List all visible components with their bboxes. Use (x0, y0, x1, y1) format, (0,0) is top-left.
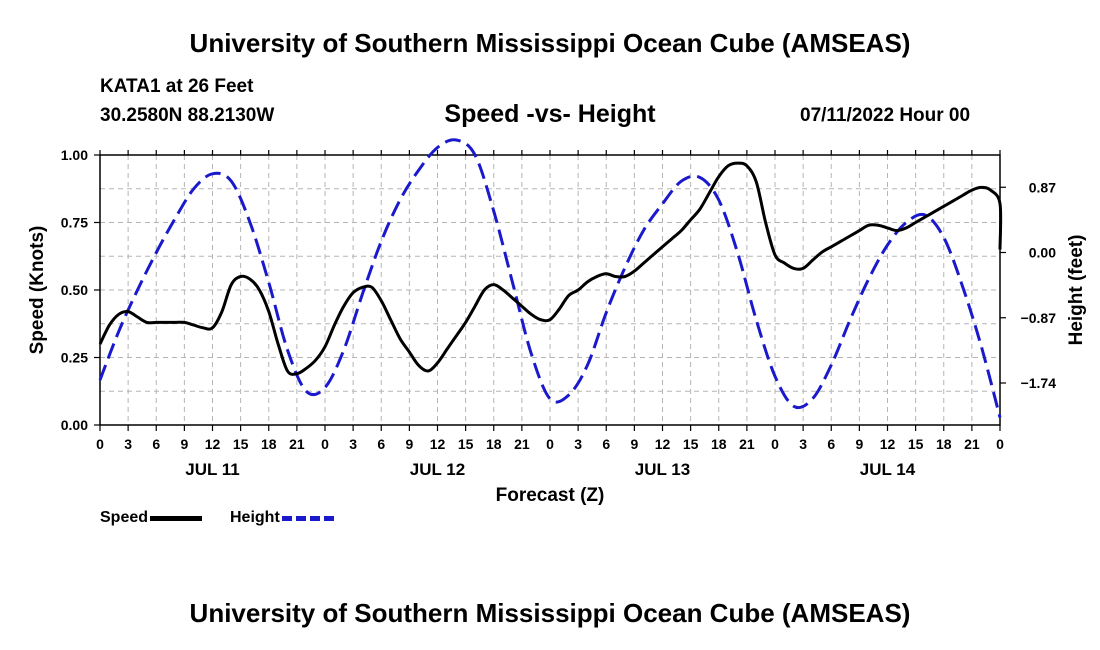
x-tick-label: 15 (908, 436, 924, 452)
x-tick-label: 18 (261, 436, 277, 452)
station-label: KATA1 at 26 Feet (100, 76, 254, 97)
x-tick-label: 6 (827, 436, 835, 452)
x-tick-label: 12 (430, 436, 446, 452)
x-day-label: JUL 13 (635, 460, 690, 479)
y2-tick-label: 0.00 (1029, 245, 1056, 261)
x-tick-label: 21 (739, 436, 755, 452)
y-tick-label: 0.00 (61, 417, 88, 433)
station-coords: 30.2580N 88.2130W (100, 105, 275, 126)
x-tick-label: 0 (996, 436, 1004, 452)
y-tick-label: 0.25 (61, 350, 88, 366)
legend-speed: Speed (100, 509, 203, 527)
x-tick-label: 15 (683, 436, 699, 452)
y2-tick-label: −0.87 (1021, 310, 1057, 326)
y2-tick-label: 0.87 (1029, 179, 1056, 195)
y-tick-label: 0.50 (61, 282, 88, 298)
x-tick-label: 12 (205, 436, 221, 452)
chart-title: University of Southern Mississippi Ocean… (189, 28, 911, 58)
x-tick-label: 18 (711, 436, 727, 452)
legend-speed-swatch (150, 515, 203, 521)
x-tick-label: 0 (96, 436, 104, 452)
x-day-label: JUL 11 (185, 460, 240, 479)
y-tick-label: 0.75 (61, 215, 88, 231)
x-tick-label: 6 (602, 436, 610, 452)
x-tick-label: 21 (964, 436, 980, 452)
x-tick-label: 3 (799, 436, 807, 452)
speed-series-line (98, 161, 1003, 376)
x-day-label: JUL 14 (860, 460, 916, 479)
legend-height-swatch (281, 515, 334, 521)
legend-speed-label: Speed (100, 509, 149, 526)
x-tick-label: 12 (655, 436, 671, 452)
x-tick-label: 9 (180, 436, 188, 452)
legend-height-label: Height (230, 509, 280, 526)
footer-title: University of Southern Mississippi Ocean… (189, 598, 911, 628)
x-tick-label: 21 (289, 436, 305, 452)
forecast-datetime: 07/11/2022 Hour 00 (800, 105, 971, 126)
x-tick-label: 18 (936, 436, 952, 452)
legend-height: Height (230, 509, 334, 527)
x-tick-label: 0 (546, 436, 554, 452)
y2-tick-label: −1.74 (1021, 375, 1057, 391)
y2-axis-label: Height (feet) (1066, 235, 1087, 346)
x-tick-label: 6 (377, 436, 385, 452)
x-tick-label: 3 (574, 436, 582, 452)
y-tick-label: 1.00 (61, 147, 88, 163)
x-tick-label: 9 (855, 436, 863, 452)
x-tick-label: 18 (486, 436, 502, 452)
x-tick-label: 0 (771, 436, 779, 452)
x-tick-label: 15 (458, 436, 474, 452)
chart-subtitle: Speed -vs- Height (444, 100, 656, 128)
x-tick-label: 15 (233, 436, 249, 452)
x-tick-label: 9 (405, 436, 413, 452)
x-day-label: JUL 12 (410, 460, 465, 479)
x-tick-label: 3 (349, 436, 357, 452)
x-tick-label: 0 (321, 436, 329, 452)
x-tick-label: 12 (880, 436, 896, 452)
y-axis-label: Speed (Knots) (27, 226, 48, 355)
x-tick-label: 21 (514, 436, 530, 452)
x-tick-label: 3 (124, 436, 132, 452)
x-axis-label: Forecast (Z) (496, 485, 605, 506)
height-series-line (98, 138, 1002, 418)
x-tick-label: 9 (630, 436, 638, 452)
x-tick-label: 6 (152, 436, 160, 452)
